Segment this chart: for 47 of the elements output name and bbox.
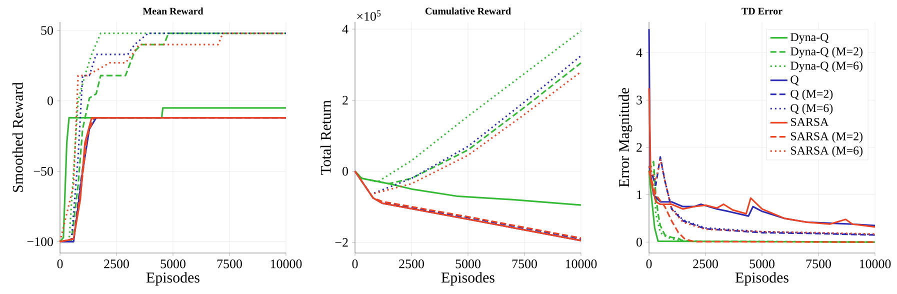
y-tick-label: 4: [342, 24, 348, 34]
y-axis-title: Total Return: [320, 100, 331, 175]
x-axis-title: Episodes: [441, 272, 494, 286]
x-tick-label: 5000: [750, 260, 774, 268]
legend-label: Dyna-Q (M=6): [790, 61, 862, 72]
x-tick-label: 2500: [104, 260, 129, 268]
x-tick-label: 2500: [399, 260, 424, 268]
x-tick-label: 2500: [693, 260, 718, 268]
x-tick-label: 10000: [860, 260, 891, 268]
y-tick-label: 0: [48, 96, 53, 106]
y-axis-title: Error Magnitude: [618, 88, 632, 188]
x-tick-label: 5000: [160, 260, 186, 268]
chart-title: Mean Reward: [142, 7, 204, 14]
legend-label: Q (M=6): [790, 104, 833, 115]
legend-label: Q: [790, 76, 799, 86]
y-tick-label: 2: [636, 143, 642, 152]
legend-label: Q (M=2): [790, 89, 833, 100]
y-tick-label: −100: [27, 237, 53, 246]
x-tick-label: 5000: [456, 260, 480, 268]
x-axis-title: Episodes: [146, 272, 200, 286]
legend-label: SARSA (M=6): [791, 146, 863, 158]
text: ×10$^{5}$: [357, 10, 381, 21]
y-tick-label: 4: [636, 48, 642, 58]
x-axis-title: Episodes: [735, 272, 788, 286]
legend-label: Dyna-Q (M=2): [790, 47, 862, 58]
legend-label: SARSA (M=2): [791, 132, 863, 143]
legend-label: SARSA: [791, 118, 829, 126]
y-tick-label: 50: [41, 26, 53, 35]
x-tick-label: 7500: [512, 260, 537, 268]
y-tick-label: 3: [636, 96, 642, 104]
x-tick-label: 0: [57, 260, 63, 268]
y-tick-label: 0: [636, 238, 642, 246]
chart-title: TD Error: [742, 8, 782, 14]
legend-label: Dyna-Q: [790, 33, 829, 44]
y-axis-title: Smoothed Reward: [12, 82, 23, 192]
x-tick-label: 7500: [217, 260, 242, 268]
y-tick-label: −50: [34, 166, 53, 176]
y-tick-label: 0: [342, 166, 348, 176]
y-tick-label: −2: [335, 238, 348, 247]
y-tick-label: 2: [342, 96, 348, 104]
x-tick-label: 7500: [806, 260, 831, 268]
y-tick-label: 1: [637, 190, 642, 200]
x-tick-label: 0: [646, 260, 652, 268]
x-tick-label: 10000: [566, 260, 597, 268]
chart-title: Cumulative Reward: [425, 7, 511, 15]
x-tick-label: 10000: [270, 260, 302, 268]
x-tick-label: 0: [352, 260, 358, 268]
